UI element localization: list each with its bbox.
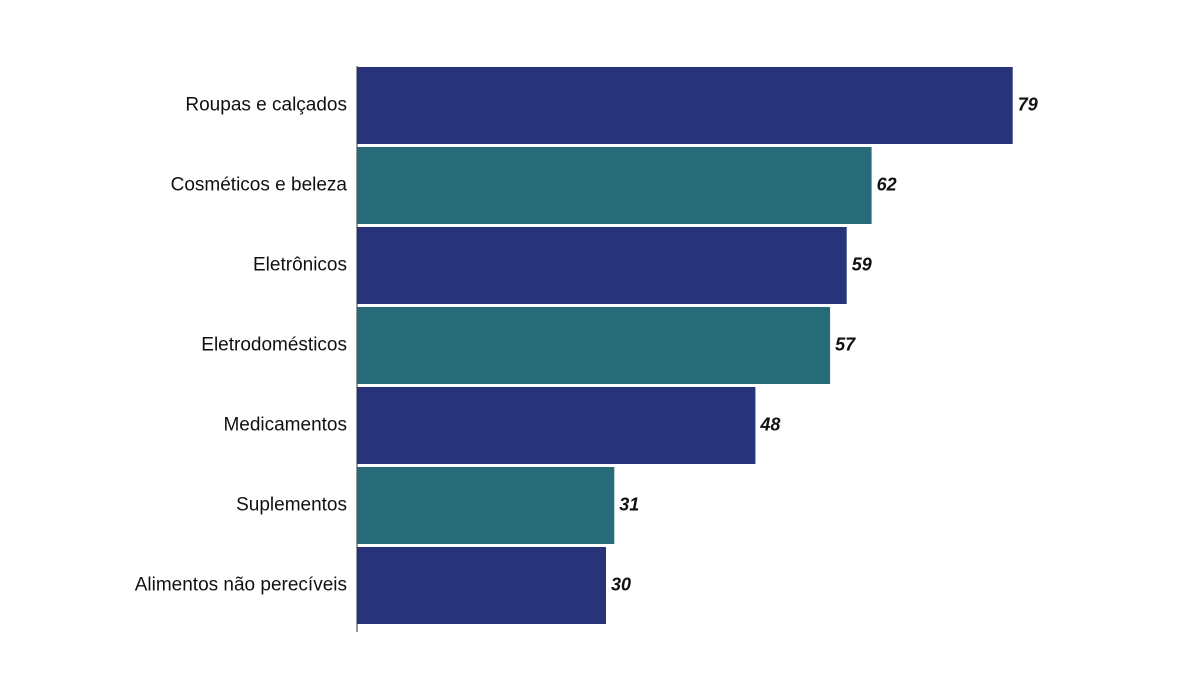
bar <box>357 307 831 384</box>
category-label: Alimentos não perecíveis <box>135 575 347 596</box>
value-label: 31 <box>619 494 639 514</box>
value-label: 59 <box>852 254 872 274</box>
bar <box>357 67 1013 144</box>
category-label: Eletrodomésticos <box>201 335 347 356</box>
category-label: Medicamentos <box>223 415 347 436</box>
bar <box>357 547 606 624</box>
value-label: 79 <box>1018 94 1038 114</box>
value-label: 48 <box>759 414 780 434</box>
bar <box>357 467 615 544</box>
category-label: Cosméticos e beleza <box>171 175 348 196</box>
category-label: Eletrônicos <box>253 255 347 276</box>
value-label: 62 <box>877 174 897 194</box>
bar <box>357 387 756 464</box>
bar <box>357 147 872 224</box>
category-label: Suplementos <box>236 495 347 516</box>
value-label: 30 <box>611 574 631 594</box>
bar <box>357 227 847 304</box>
value-label: 57 <box>835 334 856 354</box>
category-label: Roupas e calçados <box>185 95 347 116</box>
